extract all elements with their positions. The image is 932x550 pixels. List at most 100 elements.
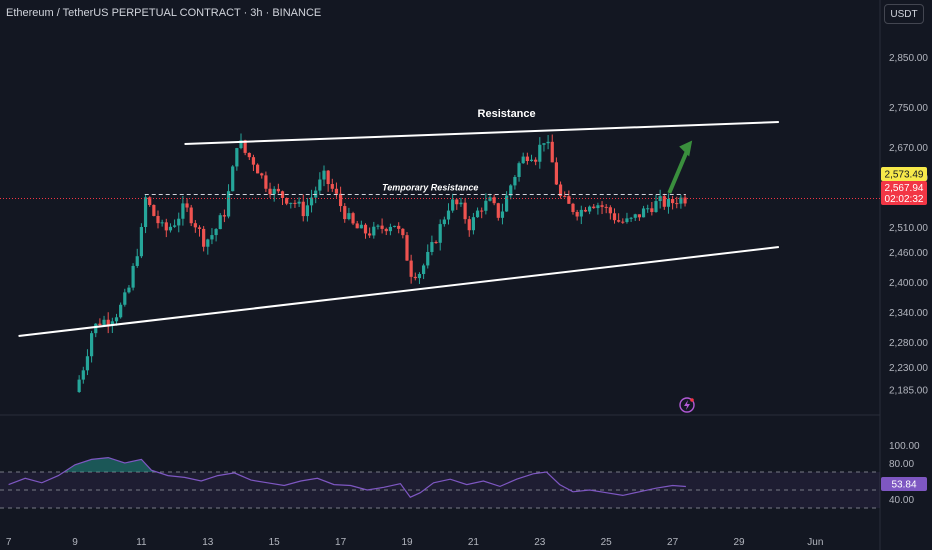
candle-body (239, 140, 243, 149)
time-tick-label: 17 (335, 537, 347, 548)
candle-body (662, 196, 666, 207)
time-tick-label: 27 (667, 537, 679, 548)
candle-body (143, 197, 148, 228)
candle-body (214, 229, 218, 236)
candle-body (650, 208, 654, 213)
candle-body (85, 356, 90, 371)
candle-body (197, 227, 202, 229)
candle-body (231, 166, 235, 192)
candle-body (509, 185, 513, 196)
candle-body (114, 317, 119, 322)
candle-body (131, 265, 135, 288)
candle-body (629, 217, 633, 219)
candle-body (164, 222, 168, 231)
candle-body (679, 197, 683, 204)
candle-body (168, 226, 173, 231)
candle-body (430, 242, 434, 252)
candle-body (529, 159, 534, 161)
candle-body (293, 202, 297, 204)
candle-body (256, 164, 260, 174)
lightning-icon[interactable] (679, 397, 695, 413)
candle-body (135, 256, 139, 266)
candle-body (276, 188, 280, 192)
candle-body (525, 156, 529, 161)
candle-body (218, 215, 222, 230)
candle-body (347, 213, 351, 220)
candle-body (617, 220, 621, 222)
price-tick-label: 2,340.00 (889, 308, 928, 319)
currency-button[interactable]: USDT (884, 4, 924, 24)
candle-body (513, 176, 517, 186)
candle-body (600, 205, 604, 207)
candle-body (567, 196, 571, 204)
candle-body (376, 225, 380, 227)
candle-body (189, 207, 193, 224)
candle-body (451, 199, 455, 211)
rsi-tick-label: 80.00 (889, 459, 914, 470)
candle-body (517, 163, 521, 177)
candle-body (542, 143, 546, 145)
candle-body (139, 227, 143, 257)
candle-body (480, 210, 484, 212)
candle-body (173, 225, 177, 227)
time-tick-label: 21 (468, 537, 480, 548)
candle-body (571, 203, 575, 212)
price-tick-label: 2,510.00 (889, 223, 928, 234)
candle-body (202, 228, 206, 247)
candle-body (505, 195, 509, 212)
rsi-line (8, 456, 686, 498)
current-price-text: 2,567.94 (885, 183, 924, 194)
candle-body (500, 211, 505, 218)
candle-body (289, 202, 293, 204)
candle-body (148, 197, 152, 206)
candle-body (384, 228, 388, 232)
candle-body (397, 225, 401, 229)
time-tick-label: 15 (269, 537, 281, 548)
price-tick-label: 2,850.00 (889, 53, 928, 64)
countdown-text: 02:02:32 (885, 194, 924, 205)
rsi-value-text: 53.84 (891, 480, 916, 491)
candle-body (318, 179, 322, 191)
candle-body (268, 188, 272, 195)
candle-body (654, 201, 658, 213)
time-tick-label: 11 (136, 537, 147, 548)
candle-body (297, 201, 301, 204)
candle-body (260, 173, 264, 176)
rsi-tick-label: 100.00 (889, 441, 920, 452)
candle-body (534, 159, 538, 162)
candle-body (612, 213, 617, 221)
candle-body (322, 170, 326, 180)
candle-body (206, 239, 210, 247)
time-tick-label: 7 (6, 537, 12, 548)
support-line (18, 246, 779, 337)
candle-body (285, 197, 289, 204)
candle-body (94, 323, 98, 334)
candle-body (185, 203, 189, 208)
candle-body (583, 209, 588, 212)
candle-body (181, 203, 185, 219)
candle-body (683, 197, 687, 204)
current-price-badge (881, 181, 927, 205)
candle-body (575, 211, 579, 217)
candle-body (546, 141, 550, 144)
candle-body (330, 184, 334, 189)
candle-body (604, 206, 608, 208)
candle-body (309, 197, 314, 206)
candle-body (359, 224, 363, 229)
candle-body (177, 218, 181, 226)
price-tick-label: 2,280.00 (889, 338, 928, 349)
candle-body (422, 265, 426, 275)
candle-body (471, 217, 475, 231)
notification-dot (690, 398, 694, 402)
time-tick-label: 13 (202, 537, 214, 548)
candle-body (496, 203, 500, 218)
candle-body (558, 184, 563, 197)
candle-body (621, 221, 625, 223)
candle-body (160, 222, 164, 224)
last-price-badge (881, 167, 927, 181)
candle-body (442, 219, 446, 225)
candle-body (272, 188, 276, 195)
candle-body (193, 223, 197, 228)
price-tick-label: 2,670.00 (889, 143, 928, 154)
